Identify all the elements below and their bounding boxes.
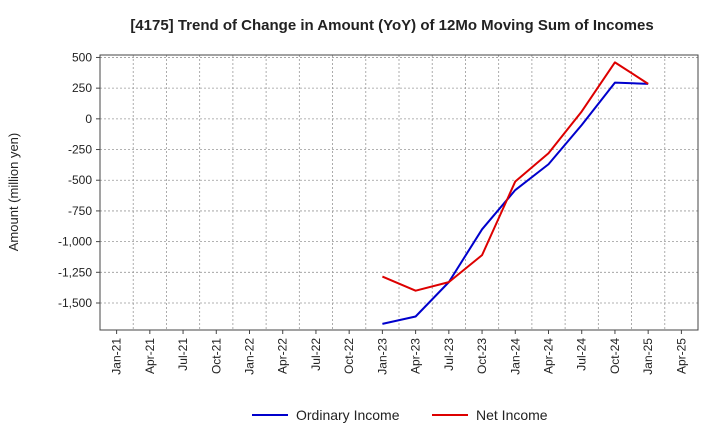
x-tick-label: Jan-22 bbox=[243, 338, 257, 375]
x-tick-label: Oct-22 bbox=[342, 338, 356, 374]
x-tick-label: Jul-22 bbox=[309, 338, 323, 371]
y-tick-label: 500 bbox=[72, 50, 92, 64]
x-tick-label: Jan-23 bbox=[375, 338, 389, 375]
series-line-net-income bbox=[381, 61, 649, 292]
x-tick-label: Jan-24 bbox=[508, 338, 522, 375]
x-axis: Jan-21 Apr-21 Jul-21 Oct-21 Jan-22 Apr-22 Jul-… bbox=[110, 330, 688, 375]
x-tick-label: Oct-23 bbox=[475, 338, 489, 374]
legend-label-ordinary-income: Ordinary Income bbox=[296, 407, 400, 423]
y-axis-label: Amount (million yen) bbox=[6, 133, 21, 252]
series bbox=[381, 61, 649, 325]
x-tick-label: Jul-24 bbox=[575, 338, 589, 371]
x-tick-label: Jul-23 bbox=[442, 338, 456, 371]
series-line-ordinary-income bbox=[382, 81, 649, 325]
x-tick-label: Oct-24 bbox=[608, 338, 622, 374]
x-tick-label: Apr-21 bbox=[143, 338, 157, 374]
y-tick-label: -250 bbox=[68, 143, 92, 157]
x-tick-label: Apr-25 bbox=[674, 338, 688, 374]
y-tick-label: -1,500 bbox=[58, 296, 92, 310]
y-tick-label: 0 bbox=[85, 112, 92, 126]
grid bbox=[100, 55, 698, 330]
x-tick-label: Jul-21 bbox=[176, 338, 190, 371]
plot-area bbox=[99, 54, 699, 331]
x-tick-label: Jan-21 bbox=[110, 338, 124, 375]
x-tick-label: Apr-22 bbox=[276, 338, 290, 374]
chart-title: [4175] Trend of Change in Amount (YoY) o… bbox=[130, 17, 653, 34]
x-tick-label: Apr-24 bbox=[542, 338, 556, 374]
legend-label-net-income: Net Income bbox=[476, 407, 548, 423]
y-tick-label: -750 bbox=[68, 204, 92, 218]
y-tick-label: -1,000 bbox=[58, 235, 92, 249]
y-tick-label: 250 bbox=[72, 81, 92, 95]
x-tick-label: Jan-25 bbox=[641, 338, 655, 375]
y-tick-label: -500 bbox=[68, 173, 92, 187]
y-tick-label: -1,250 bbox=[58, 265, 92, 279]
x-tick-label: Oct-21 bbox=[209, 338, 223, 374]
legend: Ordinary Income Net Income bbox=[252, 407, 548, 423]
x-tick-label: Apr-23 bbox=[409, 338, 423, 374]
y-axis: 500 250 0 -250 -500 -750 -1,000 -1,250 -1,500 bbox=[58, 50, 100, 310]
